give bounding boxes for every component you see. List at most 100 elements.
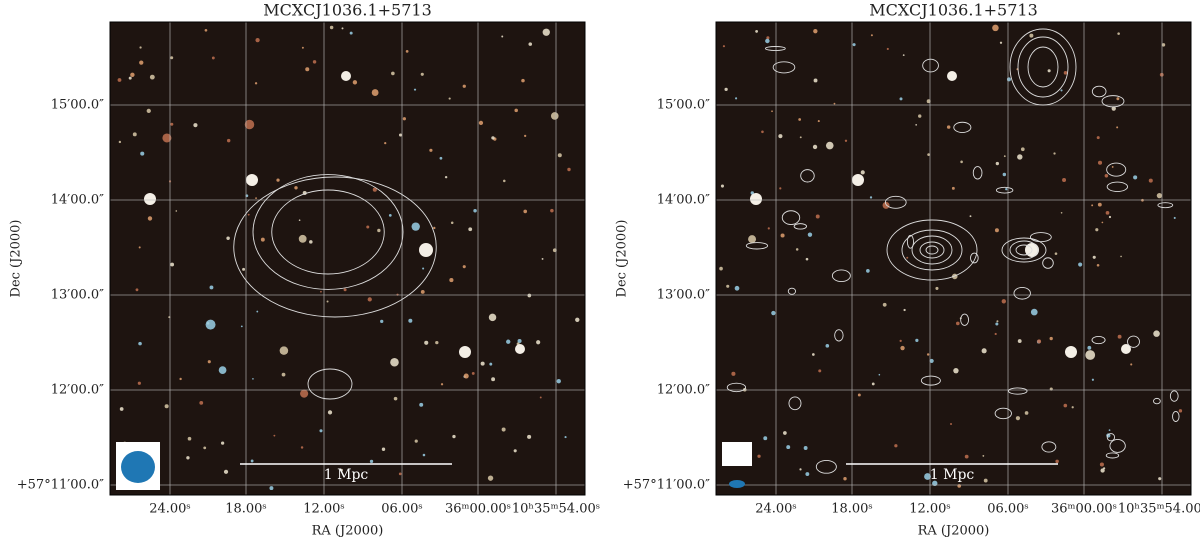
source <box>341 27 344 30</box>
source <box>906 256 909 259</box>
source <box>527 293 532 298</box>
source <box>763 436 768 441</box>
x-tick-label: 36ᵐ00.00ˢ <box>1051 502 1117 517</box>
source <box>391 71 395 76</box>
source <box>818 369 822 373</box>
source <box>1111 166 1114 168</box>
source <box>319 429 323 433</box>
x-tick-label: 18.00ˢ <box>831 502 873 517</box>
contour <box>1001 237 1047 263</box>
source <box>1101 221 1104 224</box>
beam-box <box>722 442 752 466</box>
source <box>254 82 258 85</box>
source <box>813 78 818 83</box>
x-tick-label: 18.00ˢ <box>225 502 267 517</box>
contour <box>815 459 837 474</box>
source <box>294 186 298 190</box>
contour <box>972 166 983 180</box>
source <box>138 341 142 346</box>
source <box>305 67 310 72</box>
source <box>720 184 725 188</box>
source <box>420 289 425 294</box>
contour <box>901 229 963 271</box>
source <box>137 381 141 385</box>
source <box>869 196 873 199</box>
contour <box>1009 28 1077 106</box>
source <box>1054 252 1058 255</box>
source <box>170 56 174 60</box>
y-tick-label: +57°11′00.0″ <box>623 478 710 493</box>
y-tick-label: 15′00.0″ <box>657 98 710 113</box>
source <box>1091 204 1094 207</box>
source <box>878 373 881 376</box>
source <box>1071 406 1074 409</box>
source <box>424 340 429 345</box>
source <box>128 76 132 80</box>
y-axis-label: Dec (J2000) <box>615 220 630 298</box>
source <box>340 468 343 472</box>
source <box>501 427 506 432</box>
source <box>1005 188 1008 191</box>
contour <box>1041 441 1057 453</box>
source <box>550 208 554 213</box>
source <box>468 227 473 232</box>
source <box>882 201 890 209</box>
source <box>799 136 802 139</box>
contour <box>781 210 801 225</box>
contour <box>995 186 1014 194</box>
source <box>761 130 764 134</box>
bright-source <box>515 344 525 354</box>
source <box>748 235 757 244</box>
source <box>843 477 847 481</box>
source <box>513 449 517 453</box>
y-tick-label: 13′00.0″ <box>657 288 710 303</box>
source <box>139 60 144 65</box>
source <box>780 233 785 238</box>
beam <box>121 451 155 483</box>
source <box>567 167 571 172</box>
source <box>564 436 567 439</box>
source <box>1029 33 1034 38</box>
source <box>429 148 433 152</box>
contours <box>233 174 437 400</box>
contour <box>1017 36 1069 98</box>
source <box>377 228 381 233</box>
source <box>1055 459 1059 464</box>
source <box>1095 228 1099 232</box>
source <box>1096 263 1100 267</box>
bright-source <box>947 71 957 81</box>
source <box>1003 155 1006 158</box>
source <box>117 78 122 82</box>
source <box>523 209 528 214</box>
source <box>449 278 454 283</box>
contour <box>906 234 914 249</box>
source <box>833 102 836 105</box>
source <box>1060 211 1063 214</box>
contour <box>252 174 404 290</box>
source <box>1153 330 1160 337</box>
contour <box>788 396 802 411</box>
contour <box>1157 202 1174 209</box>
source <box>1017 339 1022 343</box>
source <box>488 313 497 322</box>
source <box>1017 154 1023 160</box>
contour <box>911 235 953 265</box>
source <box>886 47 889 51</box>
source <box>964 454 969 459</box>
source <box>857 393 861 397</box>
source <box>953 367 959 374</box>
source <box>1100 468 1105 473</box>
source <box>298 219 301 222</box>
source <box>1030 308 1038 316</box>
contour <box>920 375 941 386</box>
source <box>149 74 155 80</box>
source <box>408 318 413 323</box>
source <box>521 78 525 83</box>
source <box>726 284 730 288</box>
source <box>1096 136 1100 140</box>
contour <box>787 287 797 295</box>
source <box>433 226 436 230</box>
x-tick-label: 36ᵐ00.00ˢ <box>445 502 511 517</box>
bright-source <box>750 193 762 205</box>
source <box>1091 378 1094 381</box>
